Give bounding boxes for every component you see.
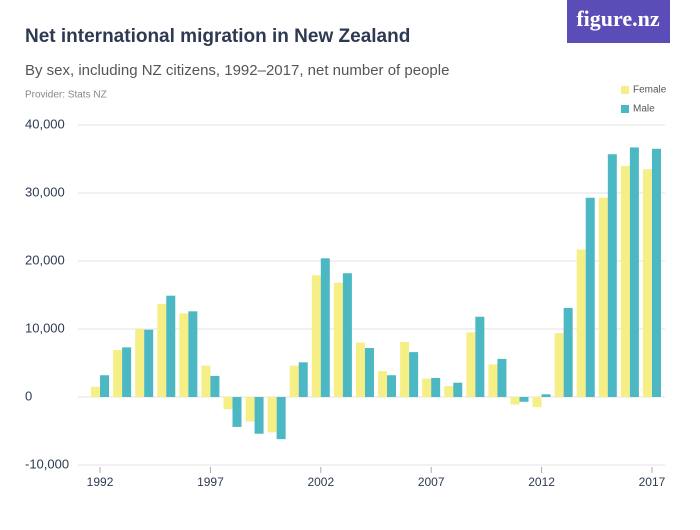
bar — [532, 397, 542, 408]
provider: Provider: Stats NZ — [25, 90, 107, 101]
bar — [510, 397, 520, 405]
legend-label: Male — [633, 104, 655, 115]
logo: figure.nz — [576, 6, 660, 31]
bar — [267, 397, 277, 433]
bar — [232, 397, 242, 427]
bar — [144, 329, 154, 397]
bar — [378, 371, 388, 397]
bar — [311, 275, 321, 397]
bar — [607, 154, 617, 397]
bar — [188, 311, 198, 397]
y-tick-label: 40,000 — [25, 116, 65, 131]
bar — [320, 258, 330, 397]
bar — [475, 316, 485, 397]
x-tick-label: 2012 — [528, 475, 555, 489]
bar — [563, 307, 573, 397]
bar — [422, 378, 432, 397]
bar — [453, 382, 463, 397]
bar — [519, 397, 529, 402]
bar — [298, 362, 308, 397]
bar — [210, 375, 220, 397]
legend-swatch — [621, 86, 629, 94]
bar — [651, 148, 661, 397]
chart-title: Net international migration in New Zeala… — [25, 26, 410, 47]
bar — [409, 352, 419, 397]
bar — [289, 365, 299, 397]
bar — [254, 397, 264, 434]
bar — [497, 358, 507, 397]
bar — [113, 350, 123, 397]
bar — [576, 249, 586, 397]
x-tick-label: 1997 — [197, 475, 224, 489]
bar — [541, 394, 551, 397]
y-tick-label: 30,000 — [25, 184, 65, 199]
bar — [642, 169, 652, 397]
bar — [342, 273, 352, 397]
x-tick-label: 2007 — [418, 475, 445, 489]
bar — [333, 282, 343, 397]
bar — [276, 397, 286, 440]
y-tick-label: 20,000 — [25, 252, 65, 267]
bar — [135, 329, 145, 397]
bar — [488, 364, 498, 397]
x-tick-label: 2002 — [307, 475, 334, 489]
x-tick-label: 1992 — [87, 475, 114, 489]
bar — [364, 348, 374, 397]
x-tick-label: 2017 — [639, 475, 666, 489]
legend-swatch — [621, 105, 629, 113]
bar — [157, 303, 167, 397]
bar — [245, 397, 255, 422]
y-tick-label: -10,000 — [25, 456, 69, 471]
logo-box — [567, 0, 670, 43]
bar — [166, 295, 176, 397]
bar — [554, 333, 564, 397]
bar — [629, 147, 639, 397]
bar — [122, 347, 132, 397]
bar — [179, 313, 189, 397]
y-tick-label: 0 — [25, 388, 32, 403]
bar — [585, 197, 595, 397]
bar — [431, 377, 441, 397]
y-tick-label: 10,000 — [25, 320, 65, 335]
bar — [201, 365, 211, 397]
bar — [223, 397, 233, 410]
bar — [100, 375, 110, 397]
bar — [387, 375, 397, 397]
bar — [466, 332, 476, 397]
chart-subtitle: By sex, including NZ citizens, 1992–2017… — [25, 62, 449, 79]
bar — [91, 386, 101, 397]
bar — [355, 342, 365, 397]
legend-label: Female — [633, 85, 667, 96]
bar — [598, 197, 608, 397]
bar — [620, 165, 630, 397]
bar — [444, 386, 454, 397]
bar — [400, 341, 410, 397]
